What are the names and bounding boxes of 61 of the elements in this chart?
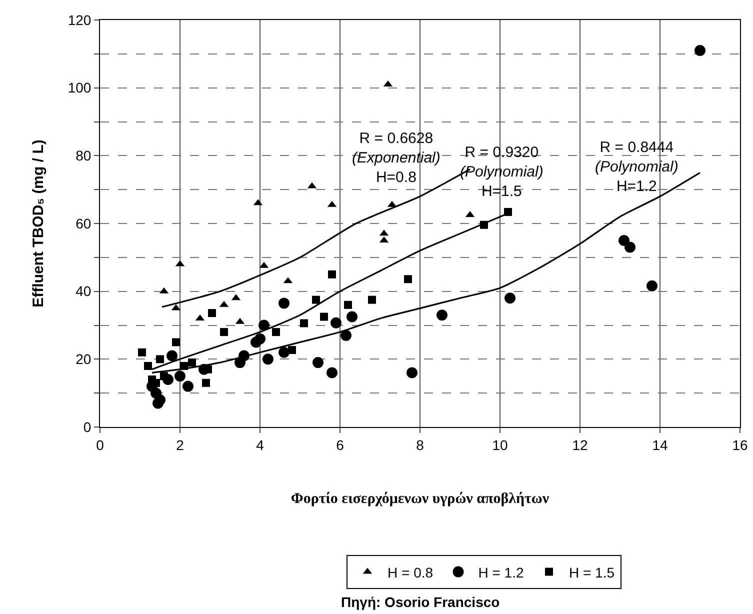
point <box>208 309 216 318</box>
x-tick-label: 12 <box>572 436 588 453</box>
point <box>300 319 308 328</box>
x-tick-label: 10 <box>492 436 508 453</box>
point <box>504 292 516 304</box>
x-axis-title: Φορτίο εισερχόμενων υγρών αποβλήτων <box>290 490 550 507</box>
y-tick-label: 120 <box>68 12 92 28</box>
point <box>182 380 194 392</box>
point <box>312 296 320 304</box>
point <box>188 358 196 367</box>
point <box>646 280 658 292</box>
point <box>156 355 164 364</box>
point <box>160 372 168 380</box>
y-tick-label: 40 <box>76 283 92 300</box>
x-tick-label: 0 <box>96 436 104 453</box>
x-tick-label: 8 <box>416 436 424 453</box>
point <box>154 394 166 406</box>
point <box>272 328 280 336</box>
point <box>624 242 636 253</box>
point <box>288 346 296 354</box>
x-tick-label: 16 <box>732 436 748 453</box>
legend-label: H = 1.5 <box>568 564 615 580</box>
x-tick-label: 6 <box>336 436 344 453</box>
y-tick-label: 60 <box>76 215 92 232</box>
point <box>172 338 180 346</box>
point <box>278 298 290 309</box>
legend-label: H = 0.8 <box>388 564 434 580</box>
y-tick-label: 80 <box>76 148 92 164</box>
point <box>328 270 336 278</box>
point <box>278 346 290 358</box>
point <box>254 333 266 344</box>
point <box>320 312 328 321</box>
legend-label: H = 1.2 <box>478 564 524 580</box>
x-tick-label: 2 <box>176 436 184 453</box>
point <box>344 300 352 309</box>
point <box>202 378 210 387</box>
point <box>340 330 352 341</box>
point <box>346 311 358 322</box>
point <box>138 348 146 356</box>
y-tick-label: 20 <box>76 351 92 368</box>
point <box>220 328 228 336</box>
point <box>406 367 418 378</box>
y-tick-label: 0 <box>83 418 92 435</box>
x-tick-label: 14 <box>652 436 668 453</box>
point <box>174 370 186 382</box>
text: Πηγή: Osorio Francisco <box>341 594 500 610</box>
point <box>694 45 706 56</box>
point <box>166 350 178 362</box>
point <box>144 362 152 370</box>
point <box>618 234 630 246</box>
point <box>368 296 376 304</box>
point <box>262 354 274 365</box>
point <box>312 357 324 368</box>
point <box>404 275 412 284</box>
point <box>258 320 270 331</box>
y-axis-title: Effluent TBOD₅ (mg / L) <box>30 140 48 308</box>
point <box>326 367 338 378</box>
point <box>436 310 448 321</box>
y-tick-label: 100 <box>68 80 92 96</box>
point <box>330 317 342 328</box>
x-tick-label: 4 <box>256 436 264 453</box>
